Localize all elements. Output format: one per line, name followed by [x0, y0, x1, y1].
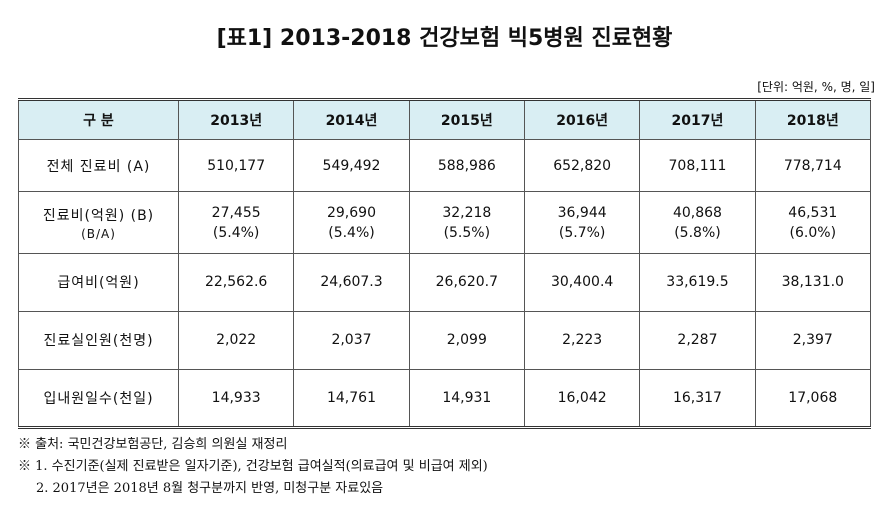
row-label: 급여비(억원) [18, 253, 179, 312]
table-cell: 652,820 [523, 139, 641, 193]
cell-percent: (5.4%) [212, 224, 260, 241]
cell-value: 46,531 [788, 204, 838, 221]
table-cell: 14,933 [177, 368, 295, 428]
header-year: 2017년 [639, 99, 756, 140]
table-cell: 22,562.6 [177, 253, 295, 312]
table-cell: 708,111 [639, 139, 756, 193]
table-cell: 16,317 [639, 368, 756, 428]
footnote-2: 2. 2017년은 2018년 8월 청구분까지 반영, 미청구분 자료있음 [36, 481, 384, 496]
cell-percent: (5.7%) [558, 224, 606, 241]
table-cell: 549,492 [293, 139, 410, 193]
cell-percent: (5.5%) [443, 224, 491, 241]
header-row: 구 분 2013년 2014년 2015년 2016년 2017년 2018년 [18, 99, 871, 140]
cell-percent: (5.8%) [674, 224, 721, 241]
header-year: 2013년 [177, 99, 295, 140]
row-label: 진료비(억원) (B) (B/A) [18, 191, 179, 255]
footnotes: ※ 출처: 국민건강보험공단, 김승희 의원실 재정리 ※ 1. 수진기준(실제… [18, 434, 488, 500]
table-cell: 30,400.4 [523, 253, 641, 312]
unit-label: [단위: 억원, %, 명, 일] [757, 80, 875, 94]
table-row: 급여비(억원) 22,562.6 24,607.3 26,620.7 30,40… [18, 253, 871, 312]
table-cell: 2,223 [523, 310, 641, 370]
cell-value: 27,455 [211, 204, 261, 221]
row-label: 전체 진료비 (A) [18, 139, 179, 193]
table-cell: 778,714 [754, 139, 871, 193]
table-cell: 510,177 [177, 139, 295, 193]
cell-value: 40,868 [672, 204, 722, 221]
cell-value: 36,944 [557, 204, 607, 221]
table-cell: 46,531 (6.0%) [754, 191, 871, 255]
table-cell: 2,037 [293, 310, 410, 370]
header-year: 2016년 [523, 99, 641, 140]
row-label-main: 진료비(억원) (B) [42, 207, 155, 224]
cell-value: 32,218 [442, 204, 492, 221]
table-cell: 16,042 [523, 368, 641, 428]
cell-percent: (6.0%) [789, 224, 837, 241]
header-year: 2014년 [293, 99, 410, 140]
table-cell: 36,944 (5.7%) [523, 191, 641, 255]
row-label: 입내원일수(천일) [18, 368, 179, 428]
statistics-table: 구 분 2013년 2014년 2015년 2016년 2017년 2018년 … [18, 98, 871, 429]
table-cell: 2,022 [177, 310, 295, 370]
table-cell: 24,607.3 [293, 253, 410, 312]
footnote-1: ※ 1. 수진기준(실제 진료받은 일자기준), 건강보험 급여실적(의료급여 … [18, 459, 488, 474]
table-row: 입내원일수(천일) 14,933 14,761 14,931 16,042 16… [18, 368, 871, 428]
table-cell: 40,868 (5.8%) [639, 191, 756, 255]
row-label-sub: (B/A) [81, 226, 116, 241]
table-cell: 2,099 [408, 310, 525, 370]
header-year: 2018년 [754, 99, 871, 140]
table-cell: 33,619.5 [639, 253, 756, 312]
cell-value: 29,690 [326, 204, 376, 221]
table-title: [표1] 2013-2018 건강보험 빅5병원 진료현황 [216, 26, 673, 51]
table-cell: 27,455 (5.4%) [177, 191, 295, 255]
table-cell: 2,397 [754, 310, 871, 370]
table-cell: 14,931 [408, 368, 525, 428]
header-category: 구 분 [18, 99, 179, 140]
table-cell: 2,287 [639, 310, 756, 370]
table-cell: 26,620.7 [408, 253, 525, 312]
table-row: 전체 진료비 (A) 510,177 549,492 588,986 652,8… [18, 139, 871, 193]
table-cell: 29,690 (5.4%) [293, 191, 410, 255]
row-label: 진료실인원(천명) [18, 310, 179, 370]
header-year: 2015년 [408, 99, 525, 140]
table-cell: 17,068 [754, 368, 871, 428]
table-cell: 588,986 [408, 139, 525, 193]
cell-percent: (5.4%) [328, 224, 375, 241]
table-cell: 14,761 [293, 368, 410, 428]
table-row: 진료실인원(천명) 2,022 2,037 2,099 2,223 2,287 … [18, 310, 871, 370]
table-cell: 38,131.0 [754, 253, 871, 312]
table-cell: 32,218 (5.5%) [408, 191, 525, 255]
footnote-source: ※ 출처: 국민건강보험공단, 김승희 의원실 재정리 [18, 437, 288, 452]
table-row: 진료비(억원) (B) (B/A) 27,455 (5.4%) 29,690 (5.… [18, 191, 871, 255]
